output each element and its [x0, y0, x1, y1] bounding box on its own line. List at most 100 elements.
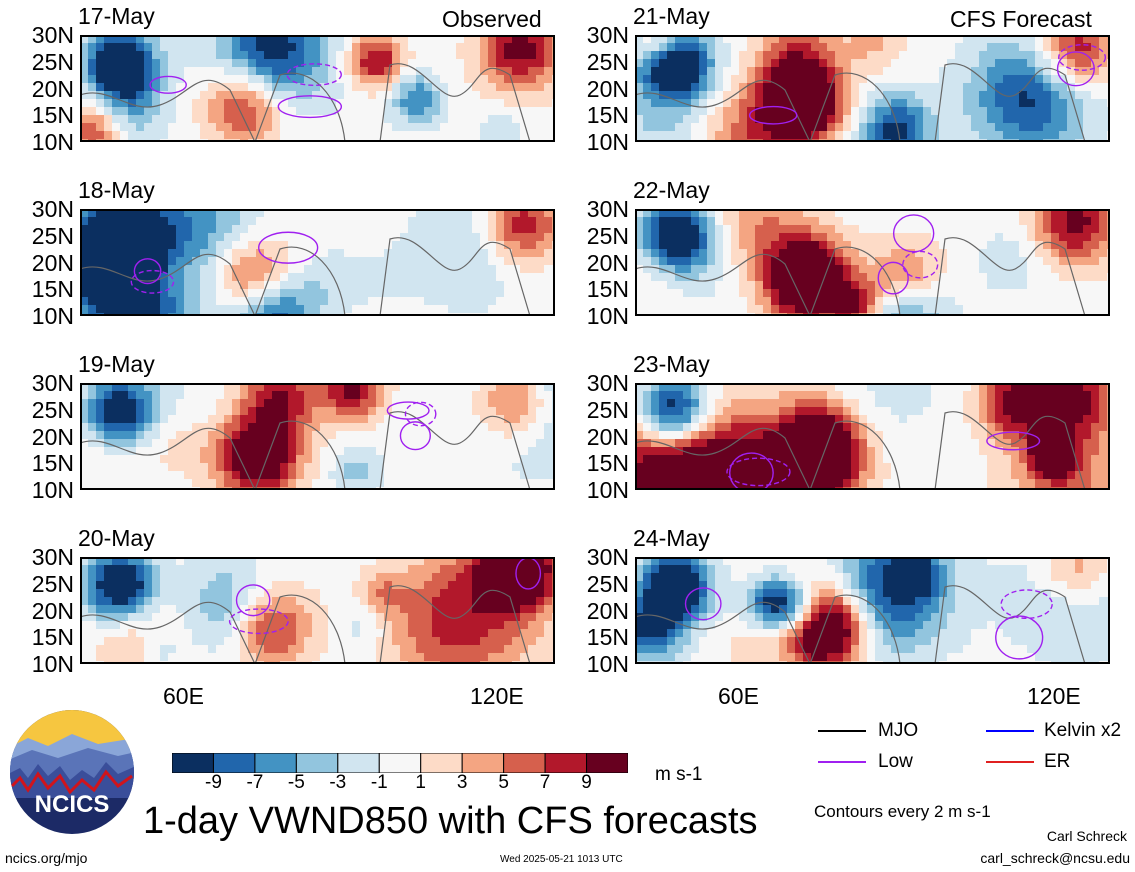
- field-cell: [232, 581, 241, 590]
- field-cell: [432, 399, 441, 408]
- field-cell: [112, 391, 121, 400]
- field-cell: [232, 75, 241, 84]
- field-cell: [480, 645, 489, 654]
- field-cell: [96, 455, 105, 464]
- field-cell: [859, 99, 868, 108]
- field-cell: [168, 257, 177, 266]
- field-cell: [1059, 99, 1068, 108]
- field-cell: [120, 43, 129, 52]
- field-cell: [995, 99, 1004, 108]
- field-cell: [240, 645, 249, 654]
- field-cell: [424, 479, 433, 488]
- field-cell: [883, 43, 892, 52]
- field-cell: [891, 233, 900, 242]
- field-cell: [120, 653, 129, 662]
- field-cell: [488, 629, 497, 638]
- field-cell: [248, 447, 257, 456]
- field-cell: [464, 99, 473, 108]
- field-cell: [731, 265, 740, 274]
- field-cell: [440, 35, 449, 44]
- field-cell: [811, 91, 820, 100]
- field-cell: [1011, 297, 1020, 306]
- field-cell: [907, 59, 916, 68]
- field-cell: [312, 455, 321, 464]
- field-cell: [112, 637, 121, 646]
- field-cell: [216, 257, 225, 266]
- field-cell: [448, 305, 457, 314]
- field-cell: [939, 257, 948, 266]
- field-cell: [208, 305, 217, 314]
- field-cell: [659, 241, 668, 250]
- field-cell: [1043, 265, 1052, 274]
- field-cell: [528, 557, 537, 566]
- field-cell: [400, 621, 409, 630]
- field-cell: [80, 399, 89, 408]
- field-cell: [432, 209, 441, 218]
- field-cell: [520, 273, 529, 282]
- field-cell: [80, 257, 89, 266]
- field-cell: [1051, 289, 1060, 298]
- field-cell: [328, 399, 337, 408]
- field-cell: [192, 75, 201, 84]
- field-cell: [939, 297, 948, 306]
- field-cell: [328, 565, 337, 574]
- field-cell: [368, 629, 377, 638]
- field-cell: [843, 209, 852, 218]
- field-cell: [448, 565, 457, 574]
- field-cell: [256, 281, 265, 290]
- field-cell: [368, 439, 377, 448]
- field-cell: [144, 209, 153, 218]
- field-cell: [224, 423, 233, 432]
- field-cell: [496, 565, 505, 574]
- field-cell: [368, 241, 377, 250]
- field-cell: [859, 249, 868, 258]
- field-cell: [979, 233, 988, 242]
- field-cell: [432, 573, 441, 582]
- field-cell: [504, 629, 513, 638]
- field-cell: [440, 225, 449, 234]
- field-cell: [96, 289, 105, 298]
- field-cell: [120, 589, 129, 598]
- field-cell: [659, 297, 668, 306]
- field-cell: [939, 209, 948, 218]
- field-cell: [931, 43, 940, 52]
- field-cell: [488, 131, 497, 140]
- field-cell: [811, 265, 820, 274]
- field-cell: [96, 297, 105, 306]
- field-cell: [408, 479, 417, 488]
- field-cell: [835, 265, 844, 274]
- field-cell: [112, 281, 121, 290]
- field-cell: [643, 273, 652, 282]
- field-cell: [715, 257, 724, 266]
- field-cell: [280, 67, 289, 76]
- field-cell: [835, 217, 844, 226]
- field-cell: [1075, 241, 1084, 250]
- field-cell: [803, 67, 812, 76]
- field-cell: [120, 423, 129, 432]
- field-cell: [416, 565, 425, 574]
- field-cell: [739, 83, 748, 92]
- field-cell: [915, 217, 924, 226]
- field-cell: [120, 209, 129, 218]
- forecast-label: CFS Forecast: [950, 6, 1092, 32]
- field-cell: [240, 51, 249, 60]
- field-cell: [1083, 91, 1092, 100]
- field-cell: [843, 265, 852, 274]
- field-cell: [128, 573, 137, 582]
- field-cell: [448, 265, 457, 274]
- field-cell: [200, 289, 209, 298]
- field-cell: [675, 281, 684, 290]
- field-cell: [80, 241, 89, 250]
- field-cell: [88, 621, 97, 630]
- field-cell: [1059, 273, 1068, 282]
- field-cell: [440, 249, 449, 258]
- field-cell: [504, 479, 513, 488]
- field-cell: [192, 645, 201, 654]
- field-cell: [240, 99, 249, 108]
- field-cell: [875, 273, 884, 282]
- field-cell: [392, 557, 401, 566]
- field-cell: [747, 83, 756, 92]
- field-cell: [1083, 249, 1092, 258]
- low-contour: [748, 105, 798, 125]
- field-cell: [456, 131, 465, 140]
